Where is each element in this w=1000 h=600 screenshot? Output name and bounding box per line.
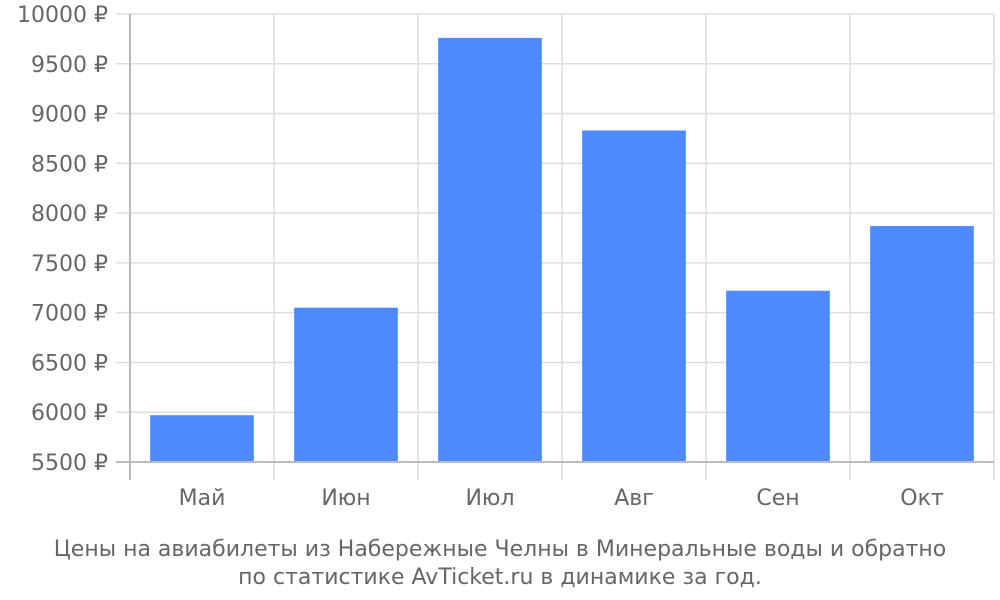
y-tick-labels: 5500 ₽ 6000 ₽ 6500 ₽ 7000 ₽ 7500 ₽ 8000 ₽ 8500… <box>17 3 108 476</box>
x-tick-label: Июл <box>465 486 514 511</box>
bar-3 <box>438 37 542 462</box>
x-tick-label: Окт <box>900 486 944 511</box>
grid-lines <box>116 13 995 480</box>
x-tick-label: Июн <box>321 486 370 511</box>
y-tick-label: 10000 ₽ <box>17 3 108 28</box>
y-tick-label: 8000 ₽ <box>31 202 108 227</box>
bar-2 <box>294 307 398 462</box>
y-tick-label: 6000 ₽ <box>31 401 108 426</box>
y-tick-label: 6500 ₽ <box>31 351 108 376</box>
bar-1 <box>150 415 254 462</box>
chart-caption-line-1: Цены на авиабилеты из Набережные Челны в… <box>54 537 947 562</box>
y-tick-label: 5500 ₽ <box>31 451 108 476</box>
y-tick-label: 7500 ₽ <box>31 252 108 277</box>
axes <box>116 14 994 480</box>
bar-4 <box>582 130 686 463</box>
x-tick-label: Сен <box>756 486 799 511</box>
x-tick-label: Авг <box>614 486 654 511</box>
bars <box>150 37 974 463</box>
y-tick-label: 8500 ₽ <box>31 152 108 177</box>
y-tick-label: 7000 ₽ <box>31 302 108 327</box>
y-tick-label: 9000 ₽ <box>31 103 108 128</box>
x-tick-labels: Май Июн Июл Авг Сен Окт <box>179 486 944 511</box>
chart-caption-line-2: по статистике AvTicket.ru в динамике за … <box>238 565 762 590</box>
bar-5 <box>726 290 830 462</box>
y-tick-label: 9500 ₽ <box>31 53 108 78</box>
bar-6 <box>870 226 974 462</box>
x-tick-label: Май <box>179 486 226 511</box>
